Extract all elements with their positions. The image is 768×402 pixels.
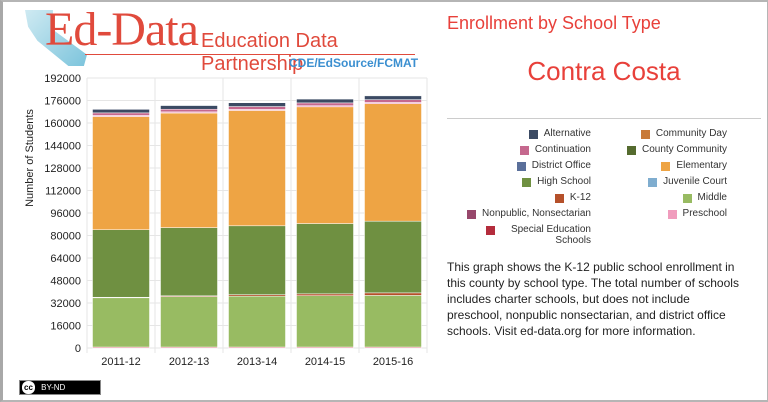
legend-swatch — [648, 178, 658, 187]
y-tick-label: 80000 — [50, 231, 81, 243]
bar-segment-middle — [364, 295, 422, 348]
logo-sources: CDE/EdSource/FCMAT — [289, 56, 419, 70]
legend-swatch — [522, 178, 532, 187]
legend-swatch — [467, 210, 477, 219]
bar-segment-alternative — [92, 109, 150, 114]
bar-segment-elementary — [92, 116, 150, 230]
county-name: Contra Costa — [527, 56, 681, 86]
legend-item[interactable]: Elementary — [661, 160, 727, 171]
y-tick-label: 128000 — [44, 163, 81, 175]
legend-item[interactable]: Middle — [682, 192, 727, 203]
bar-segment-elementary — [296, 106, 354, 224]
legend-item[interactable]: Nonpublic, Nonsectarian — [467, 208, 591, 219]
logo-subtitle: Education Data Partnership — [201, 30, 338, 75]
legend-item[interactable]: Special Education Schools — [486, 224, 591, 246]
legend-swatch — [528, 130, 538, 139]
logo-divider — [85, 54, 415, 55]
bar-segment-middle — [160, 296, 218, 348]
y-tick-label: 16000 — [50, 321, 81, 333]
x-tick-label: 2012-13 — [169, 356, 209, 368]
bar-segment-alternative — [364, 95, 422, 100]
legend-swatch — [519, 146, 529, 155]
bar-segment-elementary — [160, 112, 218, 228]
y-tick-label: 64000 — [50, 253, 81, 265]
bar-segment-alternative — [296, 98, 354, 104]
y-tick-label: 32000 — [50, 298, 81, 310]
legend-label: High School — [537, 176, 591, 187]
y-tick-label: 48000 — [50, 276, 81, 288]
bar-segment-continuation — [160, 108, 218, 113]
y-tick-label: 112000 — [45, 186, 81, 198]
ed-data-logo[interactable]: Ed-Data Education Data Partnership CDE/E… — [15, 3, 418, 75]
y-tick-label: 96000 — [50, 208, 81, 220]
y-tick-label: 0 — [75, 343, 81, 355]
y-axis-label: Number of Students — [24, 109, 36, 207]
stacked-bar-chart: 0 16000 32000 48000 64000 80000 96000 112000 128… — [24, 73, 428, 368]
bar-segment-elementary — [228, 110, 286, 227]
legend-label: Elementary — [676, 160, 727, 171]
legend-swatch — [626, 146, 636, 155]
y-tick-label: 144000 — [44, 141, 81, 153]
legend-swatch — [667, 210, 677, 219]
y-tick-label: 160000 — [44, 118, 81, 130]
legend-swatch — [516, 162, 526, 171]
legend-item[interactable]: District Office — [516, 160, 591, 171]
bar-segment-continuation — [296, 102, 354, 106]
legend-item[interactable]: K-12 — [554, 192, 591, 203]
legend-label: Preschool — [682, 208, 727, 219]
legend-swatch — [640, 130, 650, 139]
legend-label: Juvenile Court — [663, 176, 727, 187]
bar-segment-continuation — [228, 106, 286, 110]
bar-segment-k-12 — [364, 292, 422, 296]
legend-item[interactable]: Juvenile Court — [648, 176, 727, 187]
bar-segment-middle — [228, 295, 286, 348]
legend-item[interactable]: High School — [522, 176, 591, 187]
legend-item[interactable]: Alternative — [528, 128, 591, 139]
x-tick-label: 2015-16 — [373, 356, 413, 368]
legend-item[interactable]: County Community — [626, 144, 727, 155]
legend-item[interactable]: Continuation — [519, 144, 591, 155]
bar-segment-high-school — [92, 229, 150, 298]
bar-segment-middle — [92, 297, 150, 348]
legend-swatch — [682, 194, 692, 203]
legend-label: District Office — [531, 160, 591, 171]
legend-label: Special Education Schools — [510, 224, 591, 246]
legend-swatch — [486, 226, 495, 235]
license-label: BY-ND — [41, 383, 66, 392]
chart-description: This graph shows the K-12 public school … — [447, 260, 739, 338]
y-tick-label: 192000 — [44, 73, 81, 85]
legend-label: Continuation — [534, 144, 591, 155]
legend-swatch — [554, 194, 564, 203]
bar-segment-alternative — [228, 102, 286, 107]
bar-segment-continuation — [92, 112, 150, 116]
legend-label: K-12 — [569, 192, 591, 203]
bar-segment-continuation — [364, 99, 422, 103]
logo-brand: Ed-Data — [45, 3, 199, 56]
cc-icon: cc — [22, 381, 35, 394]
y-tick-label: 176000 — [44, 96, 81, 108]
creative-commons-badge[interactable]: cc BY-ND — [19, 380, 101, 395]
legend-item[interactable]: Preschool — [667, 208, 727, 219]
legend-label: Community Day — [655, 128, 727, 139]
x-tick-label: 2013-14 — [237, 356, 277, 368]
divider — [447, 118, 761, 119]
legend-item[interactable]: Community Day — [640, 128, 727, 139]
bar-segment-high-school — [228, 225, 286, 295]
bar-segment-alternative — [160, 105, 218, 110]
x-tick-label: 2014-15 — [305, 356, 345, 368]
legend-label: Middle — [697, 192, 727, 203]
x-tick-label: 2011-12 — [101, 356, 141, 368]
bar-segment-high-school — [364, 220, 422, 294]
bar-segment-elementary — [364, 103, 422, 222]
legend-swatch — [661, 162, 671, 171]
bar-segment-high-school — [160, 227, 218, 297]
legend-label: Alternative — [543, 128, 591, 139]
bar-segment-middle — [296, 295, 354, 348]
legend-label: County Community — [641, 144, 727, 155]
legend-label: Nonpublic, Nonsectarian — [482, 208, 591, 219]
chart-title: Enrollment by School Type — [447, 13, 661, 33]
bar-segment-high-school — [296, 223, 354, 295]
bar-segment-k-12 — [296, 293, 354, 296]
